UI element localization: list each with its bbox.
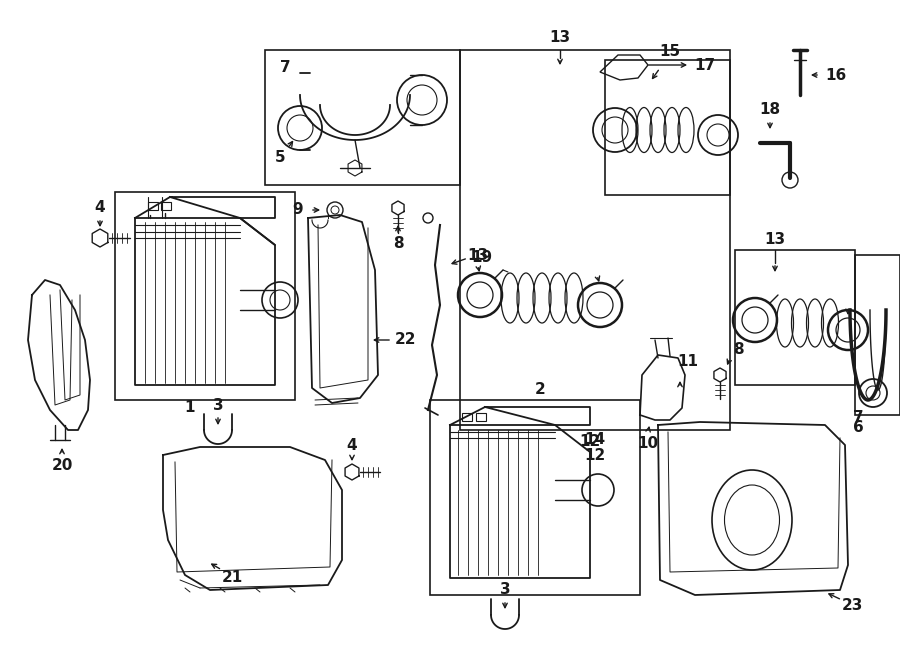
Text: 9: 9 bbox=[292, 202, 303, 217]
Text: 18: 18 bbox=[760, 102, 780, 118]
Bar bbox=[265, 50, 460, 185]
Text: 4: 4 bbox=[94, 200, 105, 215]
Text: 16: 16 bbox=[825, 67, 847, 83]
Text: 8: 8 bbox=[392, 237, 403, 251]
Text: 21: 21 bbox=[221, 570, 243, 586]
Text: 15: 15 bbox=[660, 44, 680, 59]
Text: 5: 5 bbox=[274, 149, 285, 165]
Text: 17: 17 bbox=[695, 58, 716, 73]
Bar bbox=[855, 255, 900, 415]
Text: 13: 13 bbox=[764, 233, 786, 247]
Polygon shape bbox=[600, 55, 648, 80]
Text: 6: 6 bbox=[852, 420, 863, 436]
Bar bbox=[148, 202, 158, 210]
Text: 19: 19 bbox=[472, 251, 492, 266]
Text: 13: 13 bbox=[549, 30, 571, 46]
Text: 12: 12 bbox=[580, 434, 600, 449]
Text: 22: 22 bbox=[394, 332, 416, 348]
Text: 11: 11 bbox=[678, 354, 698, 369]
Text: 4: 4 bbox=[346, 438, 357, 453]
Text: 23: 23 bbox=[842, 598, 863, 613]
Text: 3: 3 bbox=[500, 582, 510, 598]
Text: 13: 13 bbox=[467, 247, 489, 262]
Bar bbox=[735, 250, 855, 385]
Bar bbox=[476, 413, 486, 421]
Bar bbox=[430, 400, 640, 595]
Bar bbox=[460, 50, 730, 430]
Bar bbox=[605, 60, 730, 195]
Text: 1: 1 bbox=[184, 401, 195, 416]
Bar bbox=[161, 202, 171, 210]
Text: 2: 2 bbox=[535, 383, 545, 397]
Text: 3: 3 bbox=[212, 399, 223, 414]
Text: 10: 10 bbox=[637, 436, 659, 451]
Text: 12: 12 bbox=[584, 447, 606, 463]
Text: 14: 14 bbox=[584, 432, 606, 447]
Text: 20: 20 bbox=[51, 457, 73, 473]
Text: 7: 7 bbox=[280, 61, 291, 75]
Bar bbox=[115, 192, 295, 400]
Bar bbox=[462, 413, 472, 421]
Text: 8: 8 bbox=[733, 342, 743, 358]
Text: 7: 7 bbox=[852, 410, 863, 426]
